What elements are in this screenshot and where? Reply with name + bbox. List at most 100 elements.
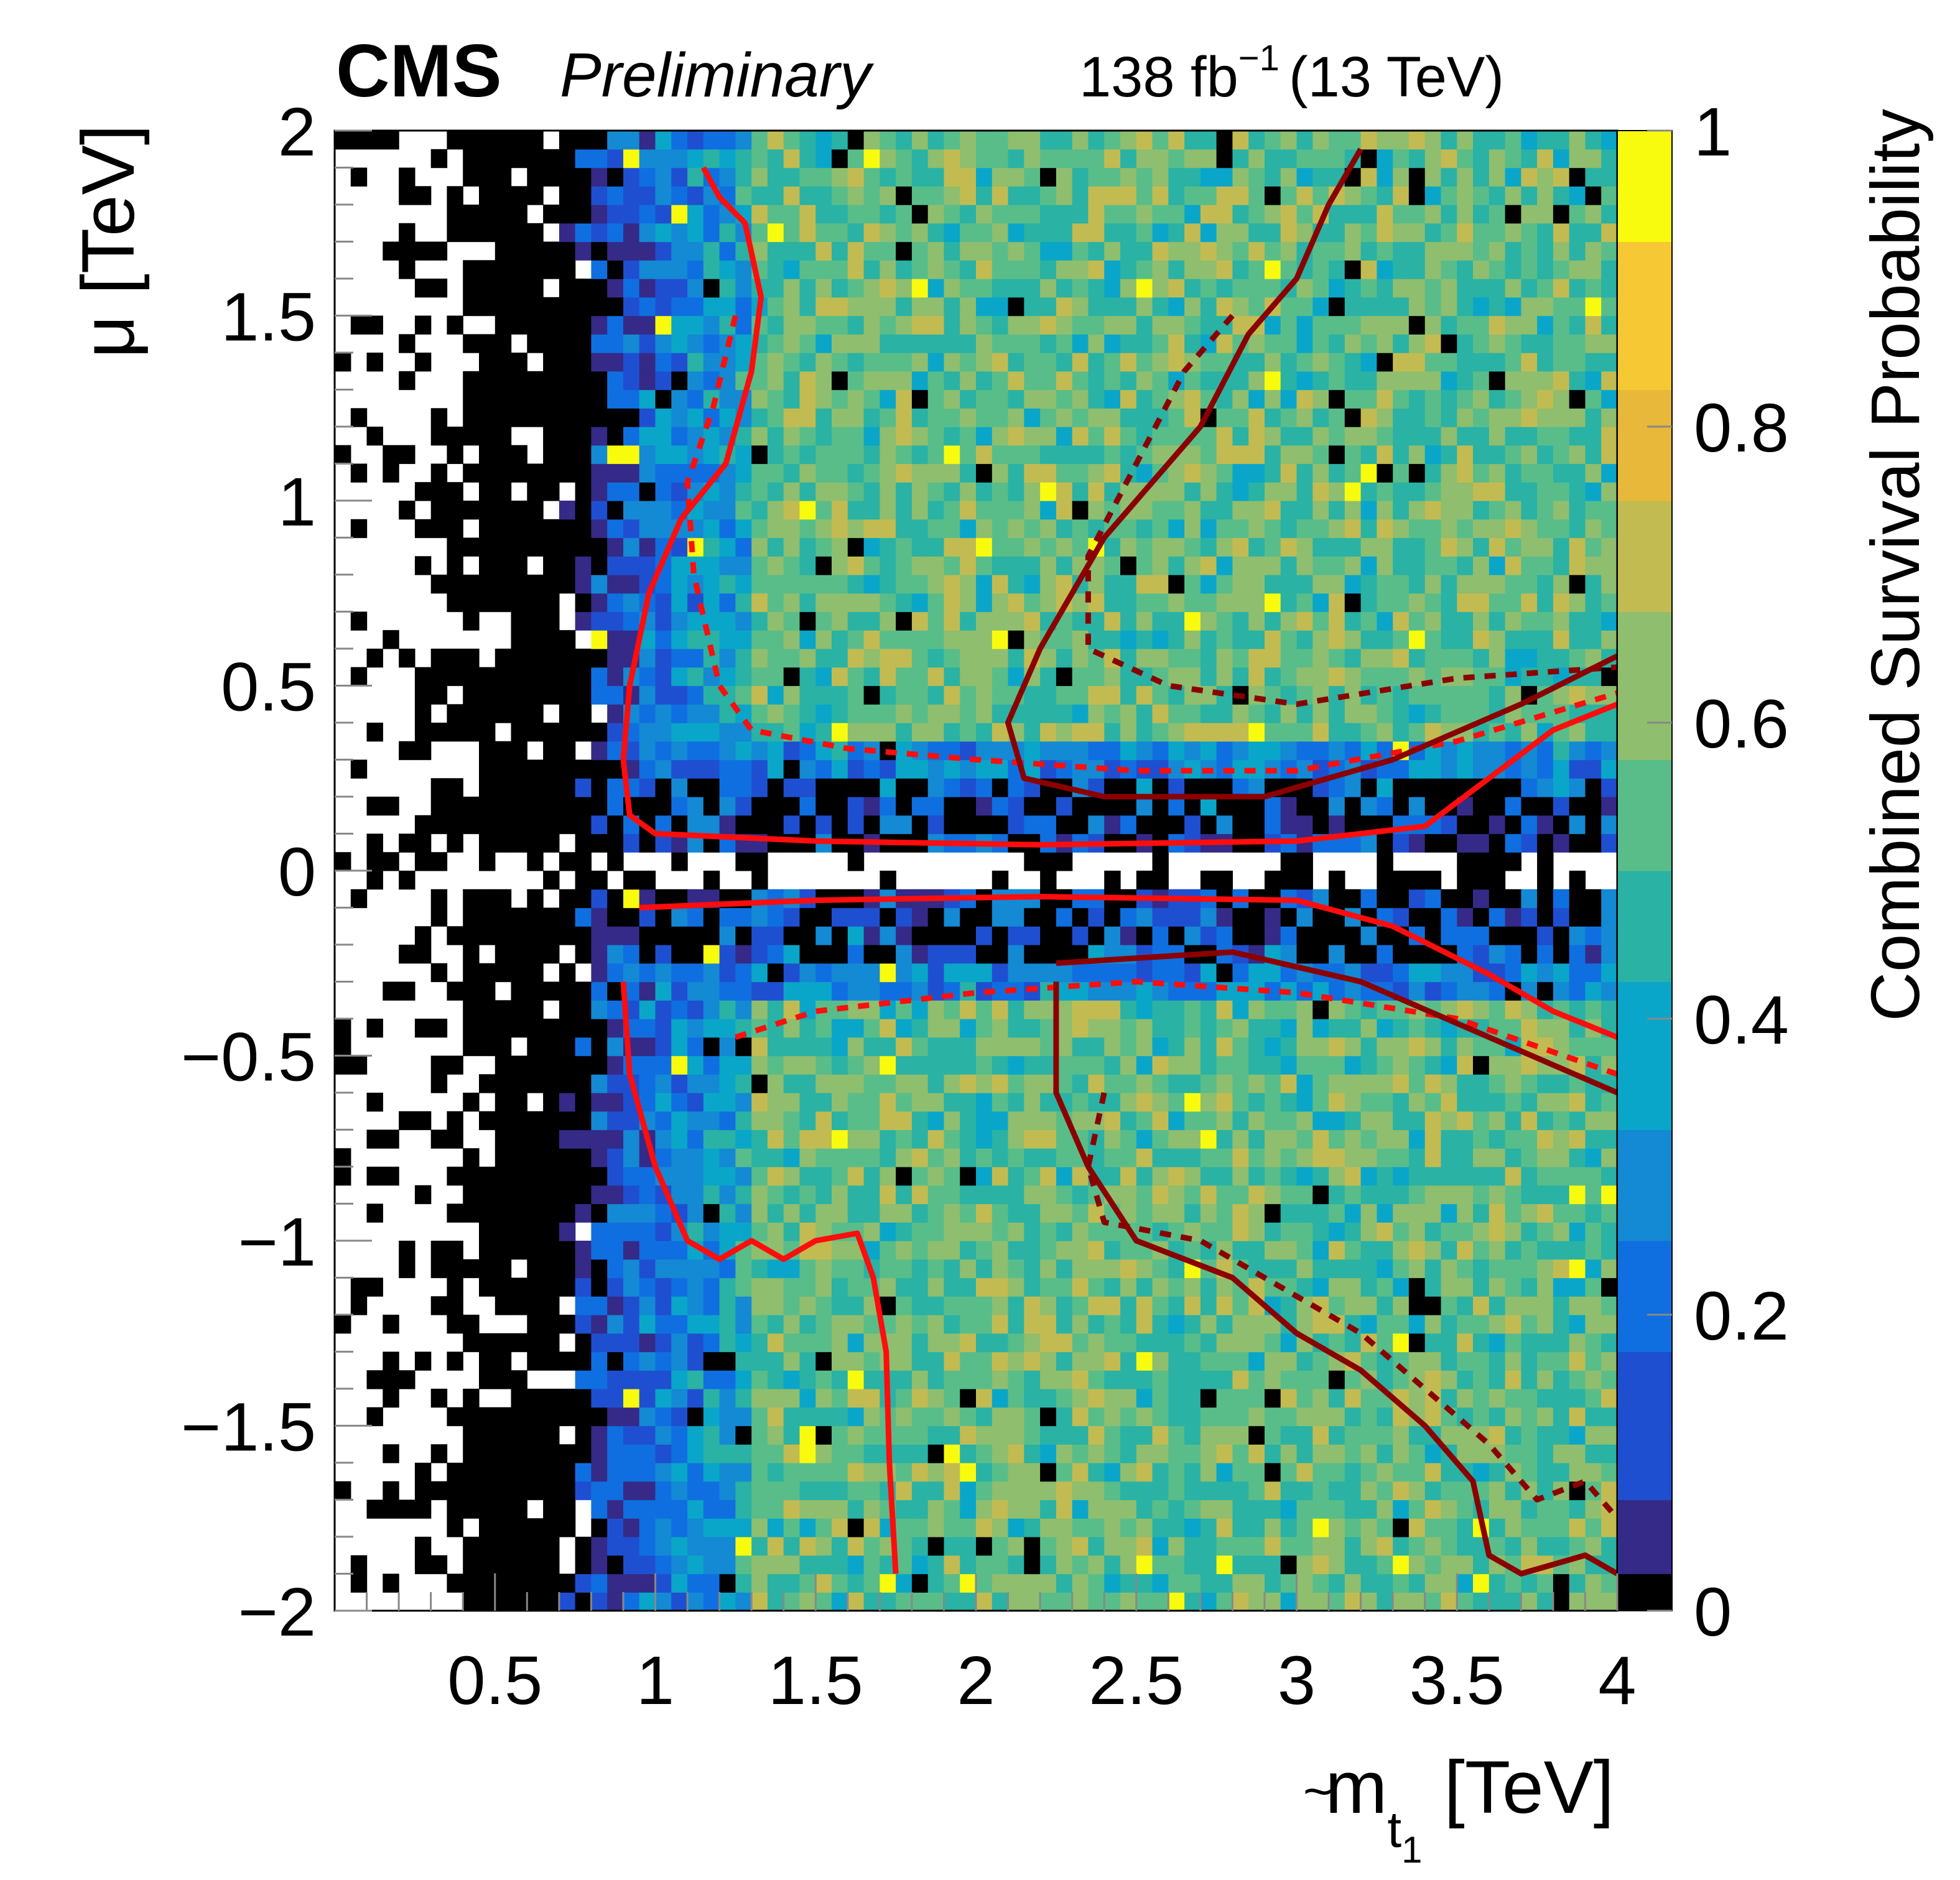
heatmap-cell [1344,815,1362,835]
heatmap-cell [479,260,496,279]
heatmap-cell [1104,131,1121,150]
heatmap-cell [1120,723,1137,742]
heatmap-cell [927,1277,945,1297]
heatmap-cell [1408,167,1426,187]
heatmap-cell [1265,741,1281,761]
heatmap-cell [976,1148,993,1167]
heatmap-cell [1441,630,1457,649]
heatmap-cell [479,297,496,317]
heatmap-cell [863,797,880,816]
heatmap-cell [880,1167,896,1186]
heatmap-cell [992,685,1009,705]
heatmap-cell [815,1315,832,1334]
heatmap-cell [751,1425,768,1445]
heatmap-cell [1393,630,1410,649]
heatmap-cell [687,797,704,816]
heatmap-cell [1377,852,1393,871]
heatmap-cell [1360,945,1377,964]
heatmap-cell [1008,1444,1024,1463]
heatmap-cell [543,1129,560,1149]
heatmap-cell [992,741,1009,761]
heatmap-cell [719,1111,736,1131]
heatmap-cell [430,519,448,539]
heatmap-cell [1280,945,1298,964]
heatmap-cell [767,1074,784,1093]
heatmap-cell [543,427,560,446]
heatmap-cell [1377,445,1393,465]
heatmap-cell [1104,1167,1121,1186]
heatmap-cell [1120,297,1137,317]
heatmap-cell [1104,667,1121,687]
heatmap-cell [527,649,544,668]
heatmap-cell [783,907,801,927]
heatmap-cell [960,167,977,187]
heatmap-cell [751,963,768,983]
heatmap-cell [735,759,752,779]
heatmap-cell [463,1425,480,1445]
heatmap-cell [687,131,704,150]
heatmap-cell [911,1093,929,1112]
heatmap-cell [366,833,383,853]
heatmap-cell [575,593,592,613]
heatmap-cell [976,741,993,761]
heatmap-cell [1184,1277,1201,1297]
heatmap-cell [1377,1259,1393,1279]
heatmap-cell [414,852,432,871]
heatmap-cell [751,537,768,557]
heatmap-cell [1393,963,1410,983]
heatmap-cell [880,1019,896,1038]
heatmap-cell [639,1389,656,1408]
heatmap-cell [880,537,896,557]
heatmap-cell [1265,353,1281,372]
heatmap-cell [1248,1370,1265,1389]
heatmap-cell [815,1019,832,1038]
heatmap-cell [591,1351,608,1371]
heatmap-cell [607,1592,624,1611]
heatmap-cell [960,593,977,613]
heatmap-cell [687,1425,704,1445]
heatmap-cell [414,315,432,335]
heatmap-cell [1377,593,1393,613]
heatmap-cell [1024,1296,1041,1315]
heatmap-cell [559,815,576,835]
heatmap-cell [527,1111,544,1131]
heatmap-cell [767,297,784,317]
heatmap-cell [799,463,816,483]
heatmap-cell [687,1148,704,1167]
heatmap-cell [463,297,480,317]
heatmap-cell [783,1370,801,1389]
heatmap-cell [944,1481,960,1501]
heatmap-cell [783,131,801,150]
heatmap-cell [880,463,896,483]
heatmap-cell [783,1148,801,1167]
heatmap-cell [1056,1389,1073,1408]
heatmap-cell [463,223,480,243]
heatmap-cell [911,1555,929,1575]
heatmap-cell [383,1167,399,1186]
heatmap-cell [655,778,672,797]
heatmap-cell [639,704,656,723]
heatmap-cell [1424,1093,1442,1112]
heatmap-cell [815,131,832,150]
heatmap-cell [447,704,463,723]
heatmap-cell [527,1000,544,1019]
heatmap-cell [399,501,416,520]
heatmap-cell [1056,556,1073,575]
heatmap-cell [703,704,720,723]
heatmap-cell [543,1277,560,1297]
heatmap-cell [767,1055,784,1075]
heatmap-cell [1344,315,1362,335]
heatmap-cell [960,797,977,816]
heatmap-cell [1296,1425,1313,1445]
heatmap-cell [1360,1203,1377,1223]
heatmap-cell [1232,149,1249,169]
heatmap-cell [543,519,560,539]
heatmap-cell [527,1074,544,1093]
heatmap-cell [623,223,640,243]
heatmap-cell [1216,1185,1233,1205]
heatmap-cell [1248,1351,1265,1371]
heatmap-cell [719,1093,736,1112]
heatmap-cell [815,1407,832,1427]
heatmap-cell [976,1111,993,1131]
heatmap-cell [1152,575,1169,594]
